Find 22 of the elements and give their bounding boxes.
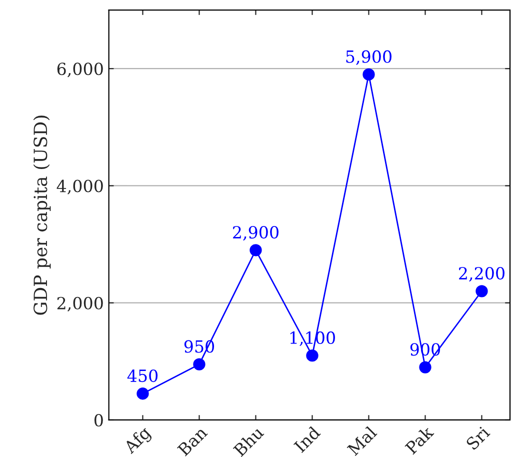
x-tick-label: Sri xyxy=(465,425,491,450)
point xyxy=(193,358,206,370)
y-tick-label: 6,000 xyxy=(57,62,103,78)
data-label: 450 xyxy=(127,369,158,382)
point xyxy=(476,285,488,298)
x-tick-label: Ind xyxy=(293,425,322,454)
data-label: 2,900 xyxy=(233,226,278,241)
data-label: 5,900 xyxy=(346,50,392,65)
x-tick-label: Ban xyxy=(176,426,208,457)
point xyxy=(362,68,375,81)
y-tick-label: 2,000 xyxy=(57,296,103,312)
y-axis-title: GDP per capita (USD) xyxy=(33,116,51,315)
y-tick-label: 4,000 xyxy=(56,180,103,194)
x-tick-label: Pak xyxy=(404,424,434,455)
point xyxy=(250,244,262,256)
data-label: 2,200 xyxy=(459,266,504,282)
point xyxy=(419,361,432,374)
point xyxy=(136,388,149,400)
y-tick-label: 0 xyxy=(94,414,103,427)
point xyxy=(306,349,318,362)
x-tick-label: Afg xyxy=(122,425,154,457)
x-tick-label: Bhu xyxy=(232,425,264,457)
